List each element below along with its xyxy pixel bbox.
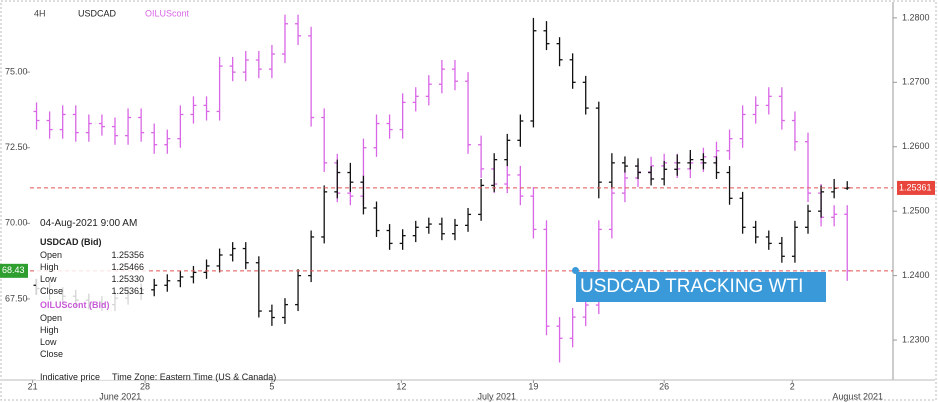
last-price-box bbox=[897, 180, 935, 195]
tooltip-row: Open 1.25356 bbox=[40, 249, 144, 261]
x-tick-label: 12 bbox=[396, 381, 406, 391]
tooltip-footer-text: Time Zone: Eastern Time (US & Canada) bbox=[112, 372, 277, 382]
y2-tick-label: 1.2400 bbox=[902, 270, 930, 280]
annotation-dot bbox=[572, 267, 579, 274]
x-tick-label: 26 bbox=[659, 381, 669, 391]
tooltip-row: Low bbox=[40, 336, 144, 348]
tooltip-value: 1.25466 bbox=[111, 262, 144, 272]
x-tick-label: 2 bbox=[790, 381, 795, 391]
y2-tick-label: 1.2300 bbox=[902, 334, 930, 344]
tooltip-value: 1.25361 bbox=[111, 286, 144, 296]
tooltip-time: 04-Aug-2021 9:00 AM bbox=[40, 218, 138, 229]
timeframe: 4H bbox=[34, 8, 46, 18]
y2-tick-label: 1.2700 bbox=[902, 77, 930, 87]
tooltip-row: Close 1.25361 bbox=[40, 285, 144, 297]
x-tick-label: 5 bbox=[269, 381, 274, 391]
tooltip-key: Close bbox=[40, 286, 64, 296]
annotation: USDCAD TRACKING WTI bbox=[576, 272, 826, 302]
month-label: June 2021 bbox=[99, 391, 141, 401]
month-label: July 2021 bbox=[478, 391, 517, 401]
tooltip-value: 1.25330 bbox=[111, 274, 144, 284]
tooltip-key: High bbox=[40, 262, 59, 272]
y-tick-label: 75.00 bbox=[5, 67, 28, 77]
tooltip-row: Open bbox=[40, 312, 144, 324]
y2-tick-label: 1.2600 bbox=[902, 141, 930, 151]
tooltip-footer-text: Indicative price bbox=[40, 372, 101, 382]
tooltip-key: Open bbox=[40, 250, 63, 260]
y-tick-label: 72.50 bbox=[5, 142, 28, 152]
legend-usdcad: USDCAD bbox=[78, 8, 117, 18]
x-tick-label: 21 bbox=[28, 381, 38, 391]
tooltip-row: Low 1.25330 bbox=[40, 273, 144, 285]
tooltip-key: High bbox=[40, 325, 59, 335]
tooltip-footer: Indicative price Time Zone: Eastern Time … bbox=[40, 372, 288, 382]
tooltip-key: Close bbox=[40, 349, 64, 359]
x-tick-label: 19 bbox=[528, 381, 538, 391]
tooltip-row: High 1.25466 bbox=[40, 261, 144, 273]
tooltip-value: 1.25356 bbox=[111, 250, 144, 260]
last-price-box bbox=[0, 263, 28, 278]
x-tick-label: 28 bbox=[140, 381, 150, 391]
y2-tick-label: 1.2500 bbox=[902, 206, 930, 216]
tooltip-key: Low bbox=[40, 274, 57, 284]
tooltip-key: Open bbox=[40, 313, 63, 323]
last-price-label: 1.25361 bbox=[899, 182, 932, 192]
y-tick-label: 67.50 bbox=[5, 293, 28, 303]
tooltip: 04-Aug-2021 9:00 AM USDCAD (Bid) Open 1.253… bbox=[36, 216, 276, 382]
legend-oil: OILUScont bbox=[145, 8, 190, 18]
tooltip-row: Close bbox=[40, 348, 144, 360]
tooltip-key: Low bbox=[40, 337, 57, 347]
month-label: August 2021 bbox=[832, 391, 883, 401]
tooltip-section-title: USDCAD (Bid) bbox=[40, 237, 102, 247]
last-price-label: 68.43 bbox=[2, 265, 25, 275]
tooltip-row: High bbox=[40, 324, 144, 336]
y-tick-label: 70.00 bbox=[5, 218, 28, 228]
tooltip-section-title: OILUScont (Bid) bbox=[40, 300, 110, 310]
y2-tick-label: 1.2800 bbox=[902, 12, 930, 22]
